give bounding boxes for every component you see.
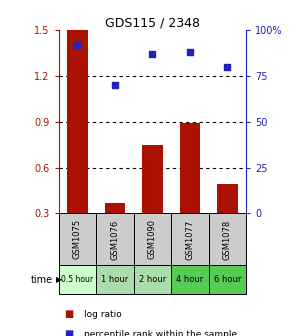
Bar xyxy=(59,213,96,265)
Bar xyxy=(142,145,163,213)
Text: 6 hour: 6 hour xyxy=(214,275,241,284)
Text: log ratio: log ratio xyxy=(84,310,121,319)
Point xyxy=(113,83,117,88)
Text: GSM1078: GSM1078 xyxy=(223,219,232,259)
Bar xyxy=(67,30,88,213)
Text: GSM1076: GSM1076 xyxy=(110,219,119,259)
Bar xyxy=(59,265,96,294)
Bar xyxy=(217,184,238,213)
Bar xyxy=(96,213,134,265)
Point xyxy=(150,51,155,57)
Point xyxy=(225,64,230,70)
Bar xyxy=(171,213,209,265)
Point xyxy=(75,42,80,48)
Bar xyxy=(171,265,209,294)
Text: 2 hour: 2 hour xyxy=(139,275,166,284)
Text: ■: ■ xyxy=(64,309,74,319)
Text: GSM1090: GSM1090 xyxy=(148,219,157,259)
Bar xyxy=(209,265,246,294)
Text: 4 hour: 4 hour xyxy=(176,275,204,284)
Bar xyxy=(96,265,134,294)
Text: 0.5 hour: 0.5 hour xyxy=(61,275,93,284)
Text: ▶: ▶ xyxy=(56,275,62,284)
Bar xyxy=(134,213,171,265)
Text: GSM1075: GSM1075 xyxy=(73,219,82,259)
Title: GDS115 / 2348: GDS115 / 2348 xyxy=(105,16,200,29)
Text: ■: ■ xyxy=(64,329,74,336)
Text: time: time xyxy=(30,275,53,285)
Bar xyxy=(105,203,125,213)
Bar xyxy=(180,123,200,213)
Text: 1 hour: 1 hour xyxy=(101,275,129,284)
Text: percentile rank within the sample: percentile rank within the sample xyxy=(84,330,237,336)
Point xyxy=(188,49,192,55)
Bar xyxy=(209,213,246,265)
Text: GSM1077: GSM1077 xyxy=(185,219,194,259)
Bar xyxy=(134,265,171,294)
